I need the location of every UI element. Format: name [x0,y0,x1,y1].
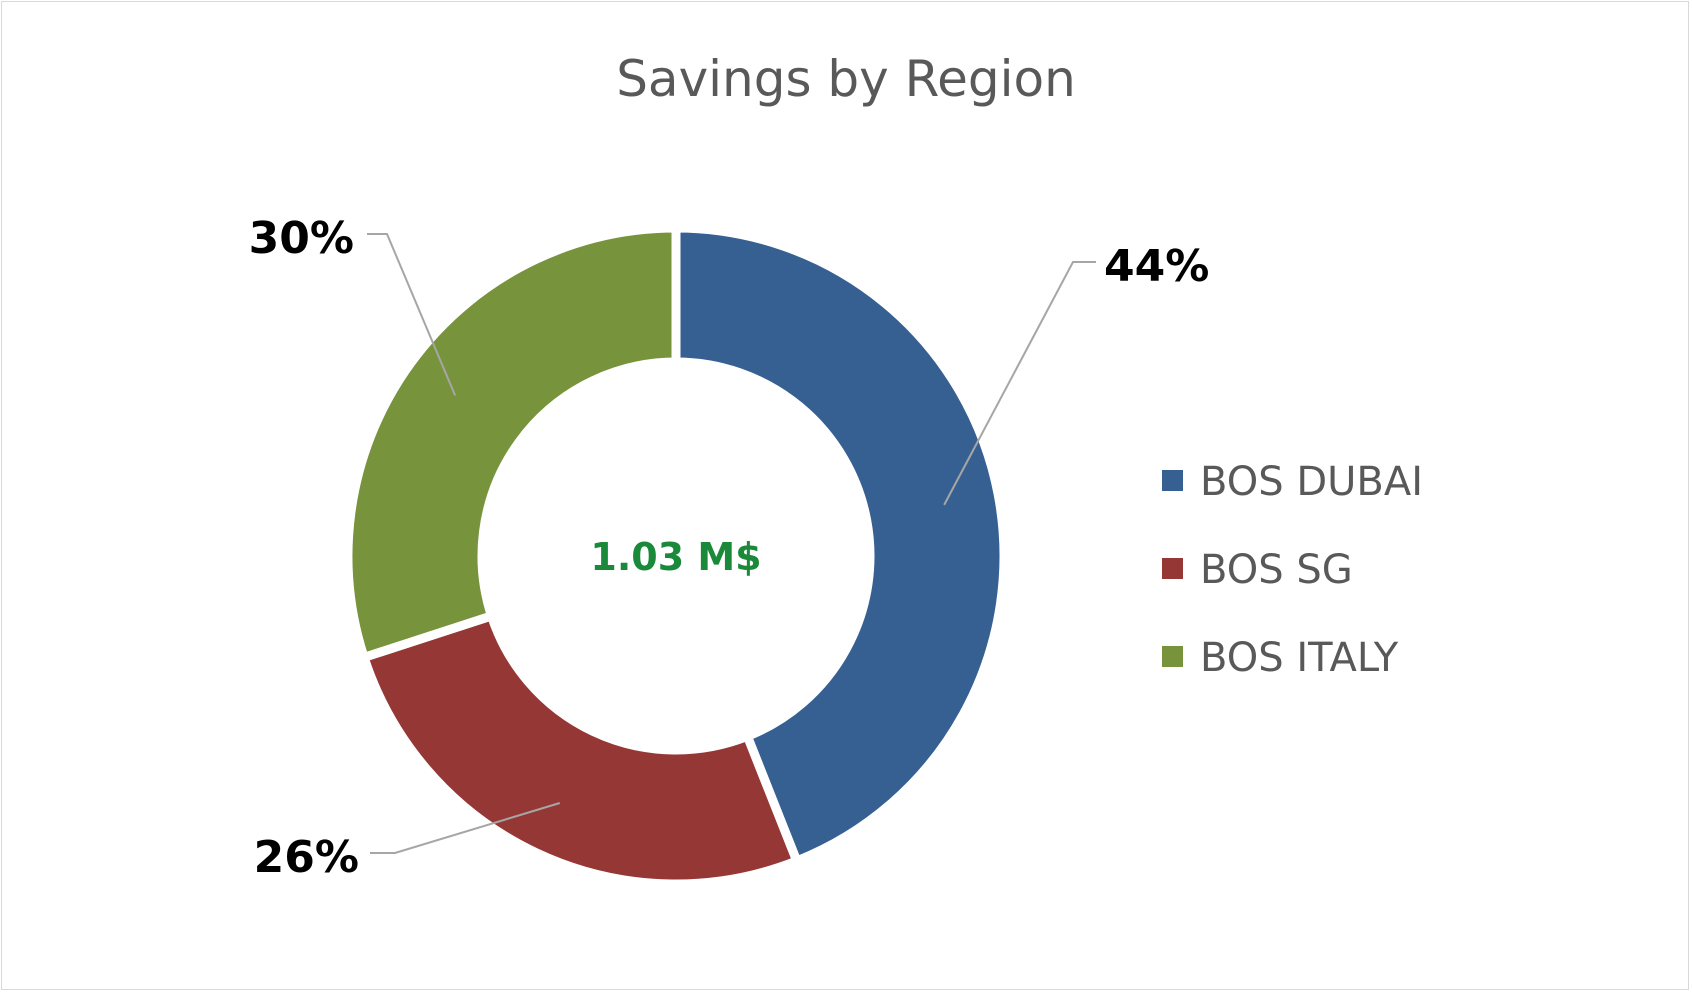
legend-swatch-3 [1162,646,1183,667]
leader-line-2 [370,802,561,854]
leader-line-1 [943,261,1096,506]
legend-swatch-2 [1162,558,1183,579]
data-label-1: 44% [1104,241,1209,292]
legend: BOS DUBAI BOS SG BOS ITALY [1162,459,1423,681]
slices-group [343,223,1009,889]
donut-slice-bos-sg [358,610,803,889]
legend-label-1: BOS DUBAI [1200,459,1423,505]
donut-slice-bos-dubai [671,223,1009,867]
leader-lines-group [367,233,1096,854]
legend-swatch-1 [1162,470,1183,491]
chart-title: Savings by Region [616,50,1076,108]
data-label-3: 30% [249,213,354,264]
data-label-2: 26% [254,832,359,883]
data-labels-group: 44% 26% 30% [249,213,1210,883]
leader-line-3 [367,233,457,396]
center-total-label: 1.03 M$ [590,535,761,579]
donut-slice-bos-italy [343,223,681,664]
legend-label-3: BOS ITALY [1200,635,1399,681]
legend-label-2: BOS SG [1200,547,1353,593]
